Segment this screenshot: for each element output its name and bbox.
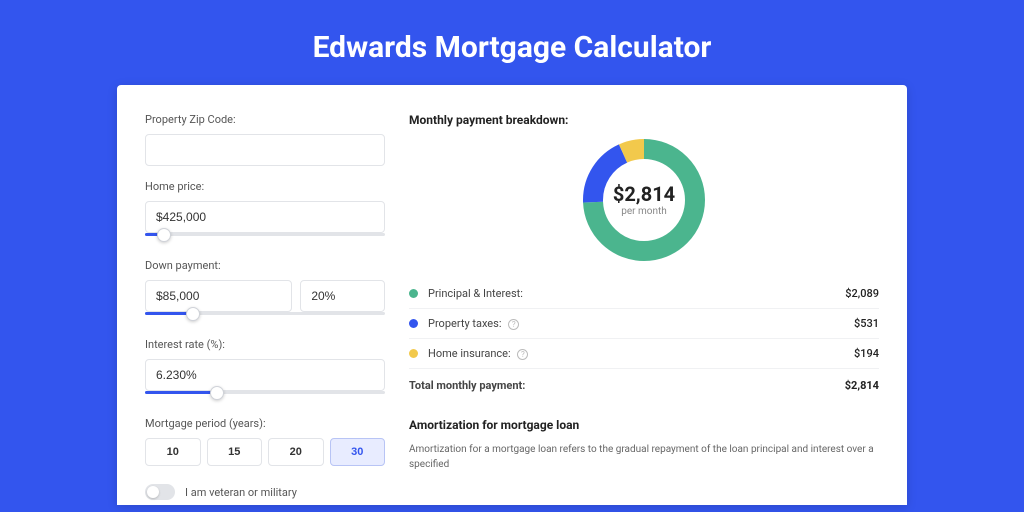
down-payment-amount-input[interactable] — [145, 280, 292, 312]
period-label: Mortgage period (years): — [145, 417, 385, 430]
zip-input[interactable] — [145, 134, 385, 166]
legend-label: Property taxes: ? — [428, 317, 854, 330]
interest-rate-slider[interactable] — [145, 391, 385, 403]
legend-row-insurance: Home insurance: ? $194 — [409, 339, 879, 369]
slider-thumb[interactable] — [157, 228, 171, 242]
zip-field: Property Zip Code: — [145, 113, 385, 166]
period-field: Mortgage period (years): 10 15 20 30 — [145, 417, 385, 466]
interest-rate-field: Interest rate (%): — [145, 338, 385, 403]
calculator-card: Property Zip Code: Home price: Down paym… — [117, 85, 907, 505]
down-payment-field: Down payment: — [145, 259, 385, 324]
legend-dot — [409, 349, 418, 358]
legend-dot — [409, 319, 418, 328]
legend-label: Home insurance: ? — [428, 347, 854, 360]
veteran-label: I am veteran or military — [185, 486, 297, 499]
slider-track — [145, 233, 385, 236]
slider-fill — [145, 391, 217, 394]
slider-thumb[interactable] — [186, 307, 200, 321]
zip-label: Property Zip Code: — [145, 113, 385, 126]
info-icon[interactable]: ? — [508, 319, 519, 330]
interest-rate-label: Interest rate (%): — [145, 338, 385, 351]
info-icon[interactable]: ? — [517, 349, 528, 360]
legend-row-taxes: Property taxes: ? $531 — [409, 309, 879, 339]
veteran-row: I am veteran or military — [145, 484, 385, 500]
donut-center-amount: $2,814 — [613, 182, 675, 206]
period-btn-30[interactable]: 30 — [330, 438, 386, 466]
legend-row-total: Total monthly payment: $2,814 — [409, 369, 879, 400]
legend-label-text: Property taxes: — [428, 317, 501, 330]
legend-value: $2,089 — [845, 287, 879, 300]
home-price-slider[interactable] — [145, 233, 385, 245]
interest-rate-input[interactable] — [145, 359, 385, 391]
toggle-knob — [147, 486, 159, 498]
legend-value: $531 — [854, 317, 879, 330]
legend-label: Principal & Interest: — [428, 287, 845, 300]
donut-svg: $2,814 per month — [583, 139, 705, 261]
home-price-input[interactable] — [145, 201, 385, 233]
legend-dot — [409, 289, 418, 298]
legend-value: $194 — [854, 347, 879, 360]
donut-center-sub: per month — [621, 206, 667, 217]
page-title: Edwards Mortgage Calculator — [0, 0, 1024, 85]
veteran-toggle[interactable] — [145, 484, 175, 500]
breakdown-column: Monthly payment breakdown: $2,814 per mo… — [409, 113, 879, 505]
legend: Principal & Interest: $2,089 Property ta… — [409, 279, 879, 400]
period-btn-15[interactable]: 15 — [207, 438, 263, 466]
home-price-label: Home price: — [145, 180, 385, 193]
slider-thumb[interactable] — [210, 386, 224, 400]
down-payment-percent-input[interactable] — [300, 280, 385, 312]
period-options: 10 15 20 30 — [145, 438, 385, 466]
donut-chart: $2,814 per month — [409, 139, 879, 261]
down-payment-label: Down payment: — [145, 259, 385, 272]
period-btn-20[interactable]: 20 — [268, 438, 324, 466]
amortization-title: Amortization for mortgage loan — [409, 418, 879, 432]
amortization-text: Amortization for a mortgage loan refers … — [409, 442, 879, 472]
legend-row-principal: Principal & Interest: $2,089 — [409, 279, 879, 309]
period-btn-10[interactable]: 10 — [145, 438, 201, 466]
legend-label-text: Home insurance: — [428, 347, 511, 360]
breakdown-title: Monthly payment breakdown: — [409, 113, 879, 127]
legend-total-label: Total monthly payment: — [409, 379, 845, 392]
form-column: Property Zip Code: Home price: Down paym… — [145, 113, 385, 505]
down-payment-slider[interactable] — [145, 312, 385, 324]
home-price-field: Home price: — [145, 180, 385, 245]
legend-total-value: $2,814 — [845, 379, 879, 392]
